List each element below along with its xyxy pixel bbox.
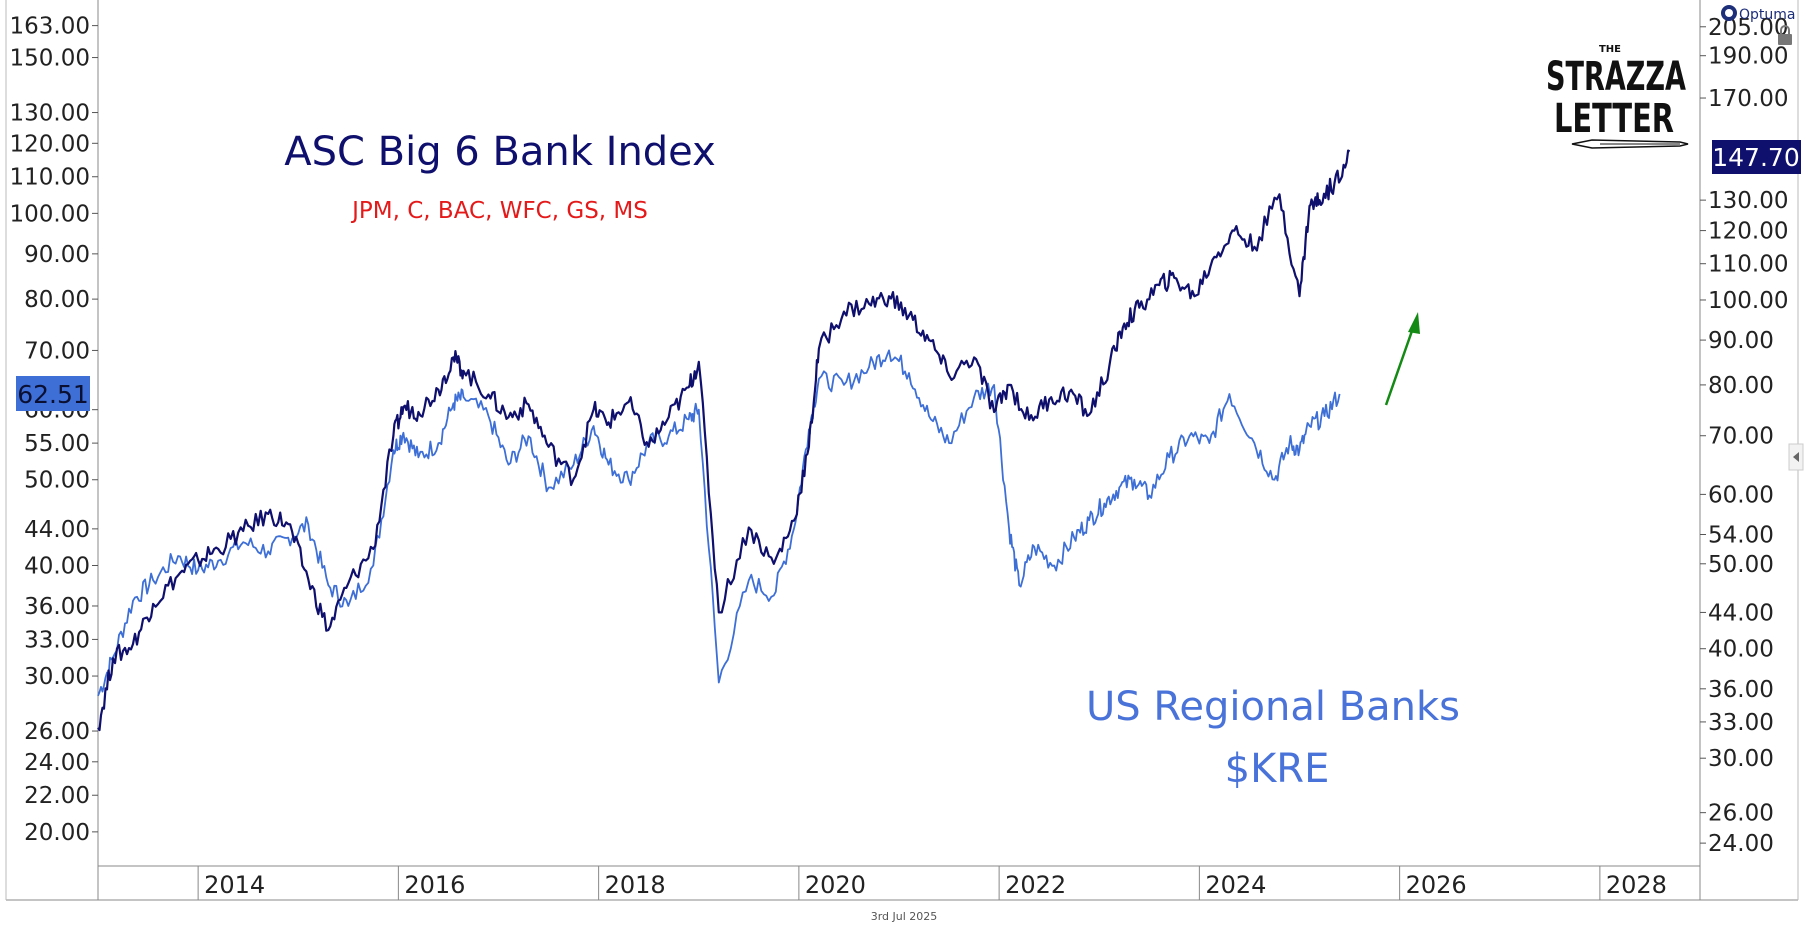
left-tick-label: 44.00 [24, 517, 90, 543]
lock-icon[interactable] [1778, 25, 1792, 45]
left-tick-label: 130.00 [10, 101, 90, 127]
x-tick-label: 2026 [1406, 871, 1467, 899]
x-tick-label: 2016 [404, 871, 465, 899]
pen-icon [1571, 139, 1689, 149]
left-tick-label: 33.00 [24, 627, 90, 653]
svg-text:147.70: 147.70 [1712, 143, 1799, 172]
svg-text:62.51: 62.51 [17, 380, 89, 409]
right-tick-label: 30.00 [1708, 746, 1774, 772]
right-tick-label: 110.00 [1708, 252, 1788, 278]
right-tick-label: 36.00 [1708, 677, 1774, 703]
right-tick-label: 24.00 [1708, 831, 1774, 857]
svg-text:THE: THE [1599, 44, 1621, 55]
right-tick-label: 70.00 [1708, 424, 1774, 450]
left-tick-label: 70.00 [24, 338, 90, 364]
x-tick-label: 2024 [1205, 871, 1266, 899]
x-tick-label: 2018 [605, 871, 666, 899]
left-tick-label: 120.00 [10, 131, 90, 157]
right-tick-label: 90.00 [1708, 328, 1774, 354]
left-tick-label: 50.00 [24, 468, 90, 494]
chart-title: ASC Big 6 Bank Index [284, 129, 716, 175]
x-tick-label: 2014 [204, 871, 265, 899]
left-tick-label: 40.00 [24, 553, 90, 579]
strazza-letter-logo: THE STRAZZA LETTER [1546, 44, 1689, 149]
right-last-value-badge: 147.70 [1712, 140, 1801, 174]
right-tick-label: 33.00 [1708, 710, 1774, 736]
right-tick-label: 40.00 [1708, 637, 1774, 663]
x-tick-label: 2020 [805, 871, 866, 899]
left-tick-label: 163.00 [10, 14, 90, 40]
optuma-brand: Optuma [1721, 5, 1796, 23]
footer-date: 3rd Jul 2025 [871, 910, 938, 923]
trend-arrow [1384, 312, 1420, 406]
left-tick-label: 90.00 [24, 242, 90, 268]
kre-label: US Regional Banks [1086, 684, 1460, 730]
right-tick-label: 60.00 [1708, 482, 1774, 508]
x-tick-label: 2022 [1005, 871, 1066, 899]
collapse-panel-icon[interactable] [1788, 443, 1804, 471]
right-tick-label: 80.00 [1708, 373, 1774, 399]
x-tick-label: 2028 [1606, 871, 1667, 899]
left-tick-label: 24.00 [24, 750, 90, 776]
right-tick-label: 130.00 [1708, 188, 1788, 214]
kre-ticker-label: $KRE [1225, 746, 1330, 792]
right-tick-label: 120.00 [1708, 219, 1788, 245]
right-tick-label: 44.00 [1708, 600, 1774, 626]
left-tick-label: 80.00 [24, 287, 90, 313]
series-line-kre [97, 349, 1341, 697]
svg-text:STRAZZA: STRAZZA [1546, 54, 1686, 100]
right-tick-label: 190.00 [1708, 44, 1788, 70]
right-axis: 205.00 190.00 170.00 130.00 120.00 110.00 100.… [1700, 15, 1788, 857]
x-axis: 2014 2016 2018 2020 2022 2024 2026 2028 [197, 866, 1667, 900]
left-tick-label: 20.00 [24, 820, 90, 846]
left-tick-label: 22.00 [24, 783, 90, 809]
series-layer [97, 149, 1351, 732]
left-tick-label: 150.00 [10, 46, 90, 72]
svg-text:Optuma: Optuma [1739, 7, 1796, 23]
left-last-value-badge: 62.51 [16, 376, 90, 411]
left-tick-label: 110.00 [10, 165, 90, 191]
series-line-big6 [97, 149, 1351, 732]
right-tick-label: 100.00 [1708, 288, 1788, 314]
right-tick-label: 205.00 [1708, 15, 1788, 41]
left-tick-label: 100.00 [10, 201, 90, 227]
chart-subtitle: JPM, C, BAC, WFC, GS, MS [350, 198, 648, 224]
left-tick-label: 55.00 [24, 431, 90, 457]
left-tick-label: 26.00 [24, 719, 90, 745]
right-tick-label: 170.00 [1708, 86, 1788, 112]
left-tick-label: 30.00 [24, 664, 90, 690]
left-axis: 163.00 150.00 130.00 120.00 110.00 100.00 90.0… [10, 14, 98, 846]
right-tick-label: 26.00 [1708, 801, 1774, 827]
svg-text:LETTER: LETTER [1554, 96, 1674, 142]
right-tick-label: 50.00 [1708, 552, 1774, 578]
left-tick-label: 36.00 [24, 594, 90, 620]
right-tick-label: 54.00 [1708, 522, 1774, 548]
